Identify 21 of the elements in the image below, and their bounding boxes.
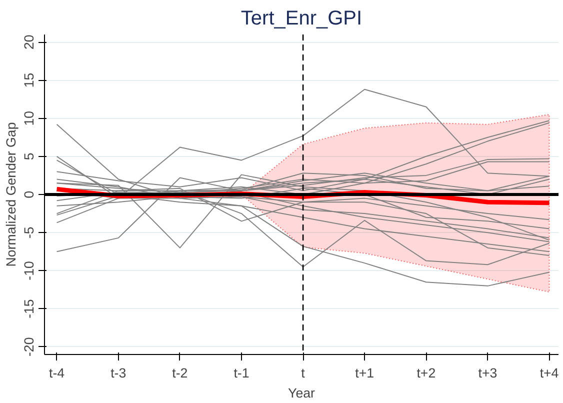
y-tick-label: 15 [22,72,36,88]
y-tick-label: -20 [22,337,36,357]
x-tick-label: t-2 [172,366,188,380]
y-tick-label: 5 [22,152,36,160]
y-tick-label: 20 [22,34,36,50]
y-tick-label: 0 [22,190,36,198]
x-tick-label: t-1 [234,366,250,380]
y-axis-title: Normalized Gender Gap [4,122,18,267]
y-tick-label: 10 [22,110,36,126]
chart-title: Tert_Enr_GPI [240,8,362,30]
x-tick-label: t [301,366,306,380]
x-tick-label: t-4 [49,366,66,380]
x-tick-label: t+3 [478,366,498,380]
x-tick-label: t-3 [110,366,126,380]
x-tick-label: t+2 [416,366,436,380]
y-tick-label: -10 [22,261,36,280]
x-tick-label: t+4 [540,366,560,380]
x-tick-label: t+1 [355,366,374,380]
y-tick-label: -15 [22,299,36,318]
y-tick-label: -5 [22,226,36,239]
x-axis-title: Year [288,386,316,400]
